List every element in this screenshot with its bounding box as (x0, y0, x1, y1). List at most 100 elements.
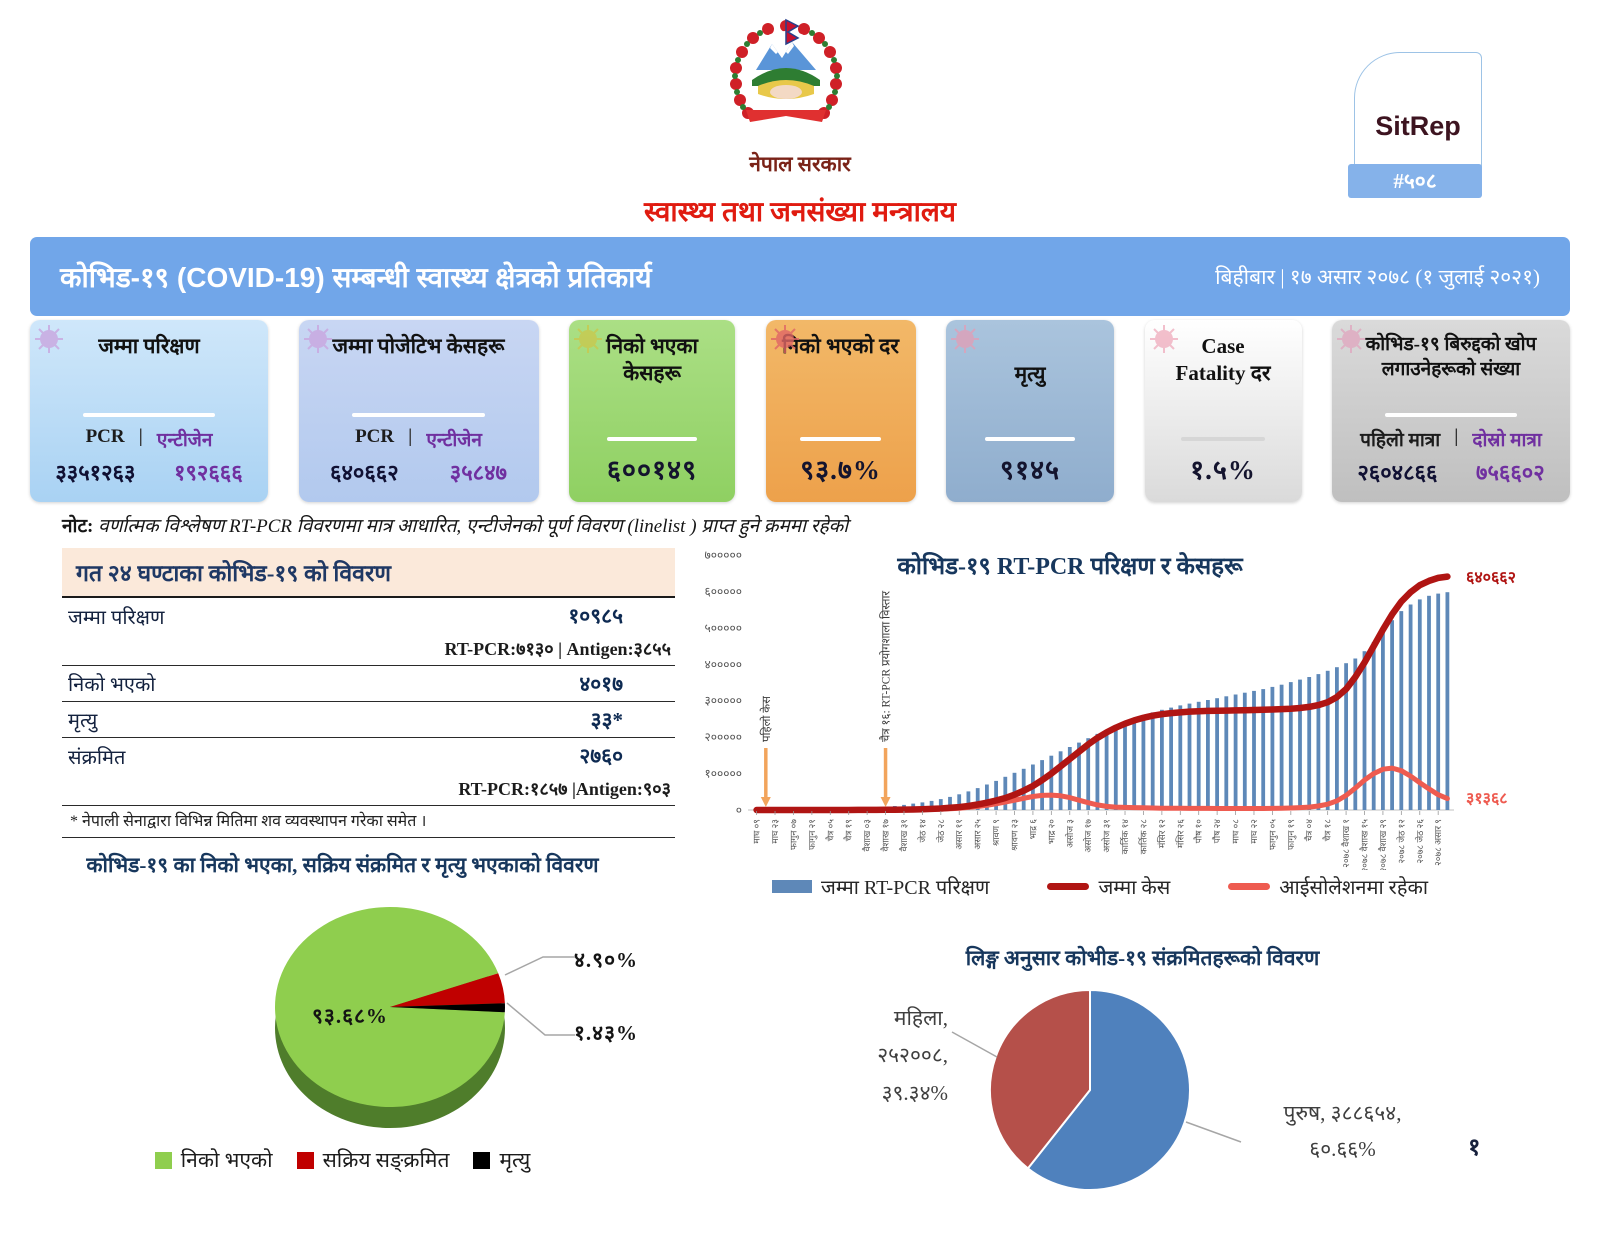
legend-item: जम्मा RT-PCR परिक्षण (771, 873, 989, 900)
x-tick-label: पौष १० (1193, 819, 1204, 844)
bar-swatch-icon (771, 880, 812, 893)
card-title: निको भएको दर (782, 334, 899, 358)
table-row: संक्रमित २७६० (62, 738, 675, 774)
test-bar (1298, 679, 1302, 810)
antigen-label: एन्टीजेन (156, 430, 213, 451)
test-bar (1077, 742, 1081, 810)
gender-pie-chart (880, 985, 1420, 1230)
x-tick-label: माघ २३ (770, 819, 780, 844)
note-line: नोट: वर्णात्मक विश्लेषण RT-PCR विवरणमा म… (62, 512, 1062, 538)
annotation-text: चैत्र १६: RT-PCR प्रयोगशाला विस्तार (879, 591, 893, 742)
trend-legend: जम्मा RT-PCR परिक्षण जम्मा केस आईसोलेशनम… (710, 873, 1490, 900)
test-bar (1132, 718, 1137, 810)
male-pct: ६०.६६% (1309, 1136, 1376, 1161)
trend-chart-svg: ० १००००० २००००० ३००००० ४००००० ५००००० ६००००० ७००… (705, 548, 1516, 872)
test-bar (1427, 595, 1431, 810)
sitrep-label: SitRep (1375, 111, 1461, 141)
pie-slice (390, 1003, 505, 1013)
mountain-snow (770, 42, 794, 58)
test-bar (1417, 599, 1422, 810)
y-tick-label: १००००० (705, 767, 742, 781)
note-text: वर्णात्मक विश्लेषण RT-PCR विवरणमा मात्र … (93, 516, 849, 537)
table-row: निको भएको ४०१७ (62, 666, 675, 702)
card-divider (800, 437, 881, 441)
test-bar (1371, 642, 1376, 810)
row-value: ४०१७ (579, 671, 623, 696)
test-bar (1160, 709, 1164, 810)
x-tick-label: फागुन ०७ (788, 819, 799, 850)
y-tick-label: ६००००० (705, 584, 742, 598)
x-tick-label: वैशाख ३१ (898, 819, 909, 851)
summary-cards: जम्मा परिक्षण PCR | एन्टीजेन ३३५१२६३ १९२६६६… (30, 320, 1570, 502)
test-bar (1224, 696, 1229, 810)
x-tick-label: फागुन २१ (807, 819, 818, 850)
trend-chart: ० १००००० २००००० ३००००० ४००००० ५००००० ६००००० ७००… (640, 540, 1600, 920)
legend-label: मृत्यु (499, 1148, 531, 1172)
test-bar (1316, 674, 1321, 810)
card-divider (83, 413, 215, 417)
isolation-line (754, 765, 1450, 813)
test-bar (1123, 722, 1127, 810)
hands (770, 85, 802, 99)
x-tick-label: श्रावण २३ (1010, 819, 1020, 851)
antigen-label: एन्टीजेन (426, 430, 482, 451)
x-tick-label: असोज १७ (1082, 819, 1093, 853)
report-date: बिहीबार | १७ असार २०७८ (१ जुलाई २०२१) (1215, 264, 1540, 289)
legend-item: जम्मा केस (1047, 873, 1170, 900)
test-bar (1344, 663, 1348, 810)
green-swatch-icon (154, 1151, 172, 1169)
female-count: २५२००८, (877, 1043, 948, 1068)
x-tick-label: असोज ३ (1064, 819, 1075, 848)
pcr-label: PCR (85, 426, 125, 447)
recovery-rate-value: ९३.७% (800, 455, 881, 485)
x-tick-label: २०७८ वैशाख १ (1340, 819, 1351, 868)
x-tick-label: मंसिर २६ (1174, 819, 1185, 848)
row-value: २७६० (579, 744, 623, 768)
deaths-value: ९१४५ (999, 455, 1061, 485)
table-subrow: RT-PCR:१८५७ |Antigen:९०३ (62, 774, 675, 806)
row-label: जम्मा परिक्षण (68, 606, 165, 629)
row-label: निको भएको (68, 674, 156, 696)
test-bar (938, 799, 943, 810)
card-recovered: निको भएका केसहरू ६००१४९ (569, 320, 735, 502)
x-tick-label: असार २५ (973, 819, 983, 850)
test-bar (985, 784, 989, 810)
y-tick-label: ० (736, 803, 742, 817)
table-footnote: * नेपाली सेनाद्वारा विभिन्न मितिमा शव व्… (62, 806, 675, 838)
female-pct: ३९.३४% (881, 1080, 948, 1105)
test-bar (1049, 755, 1054, 810)
line-swatch-icon (1047, 883, 1090, 890)
y-tick-label: ३००००० (705, 694, 742, 708)
separator: | (138, 426, 143, 447)
hills (752, 68, 820, 86)
legend-label: सक्रिय सङ्क्रमित (322, 1148, 450, 1172)
pie2-callout-lines (951, 1031, 1242, 1143)
virus-icon (1337, 325, 1365, 353)
sitrep-badge: SitRep #५०८ (1348, 52, 1482, 200)
x-tick-label: श्रावण ९ (991, 819, 1001, 846)
test-bar (948, 796, 952, 810)
test-bar (1381, 631, 1385, 810)
x-tick-label: फागुन ०५ (1267, 819, 1278, 850)
x-tick-label: भाद्र ६ (1028, 819, 1038, 840)
nepal-flag-icon (785, 18, 800, 46)
antigen-value: १९२६६६ (174, 460, 243, 485)
card-title: कोभिड-१९ बिरुद्दको खोप लगाउनेहरूको संख्य… (1365, 334, 1537, 380)
pie-slice (988, 988, 1091, 1170)
pcr-label: PCR (355, 426, 395, 447)
x-tick-label: पौष २४ (1211, 819, 1222, 844)
card-case-fatality: Case Fatality दर १.५% (1144, 320, 1302, 502)
test-bar (1169, 707, 1173, 810)
virus-icon (951, 325, 979, 353)
x-tick-label: चैत्र ०४ (1303, 819, 1314, 842)
test-bar (1141, 715, 1146, 810)
x-tick-label: २०७८ वैशाख १५ (1359, 819, 1370, 870)
pcr-value: ३३५१२६३ (55, 460, 136, 485)
ministry-name: स्वास्थ्य तथा जनसंख्या मन्त्रालय (643, 197, 957, 228)
x-tick-label: फागुन १९ (1286, 819, 1297, 850)
x-tick-label: भाद्र २० (1046, 819, 1056, 844)
cases-line (753, 573, 1451, 814)
y-tick-label: २००००० (705, 730, 742, 744)
separator: | (408, 426, 413, 447)
test-bar (1279, 684, 1284, 810)
